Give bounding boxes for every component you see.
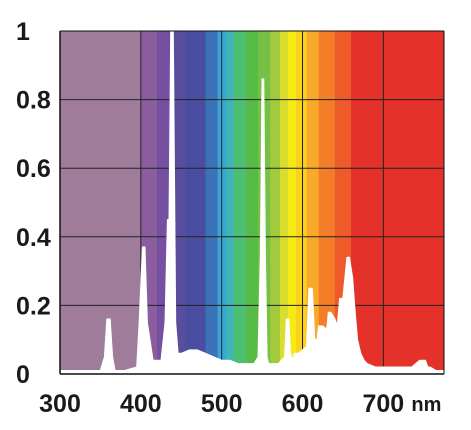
x-tick-label: 500: [201, 390, 243, 418]
x-unit-label: nm: [411, 394, 441, 416]
y-tick-label: 1: [16, 18, 30, 46]
spectrum-band-16: [318, 31, 336, 374]
axes: [59, 30, 445, 375]
x-tick-label: 600: [282, 390, 324, 418]
spectrum-band-4: [185, 31, 207, 374]
y-tick-label: 0.8: [16, 87, 51, 115]
spectrum-band-11: [270, 31, 281, 374]
series-area-0: [59, 30, 445, 375]
emission-series: [59, 30, 445, 375]
spectrum-band-12: [279, 31, 289, 374]
y-tick-label: 0: [16, 361, 30, 389]
spectrum-band-18: [351, 31, 445, 374]
y-tick-label: 0.2: [16, 292, 51, 320]
x-tick-labels: 300 400 500 600 700: [39, 390, 404, 418]
spectrum-band-5: [205, 31, 219, 374]
spectrum-band-9: [245, 31, 259, 374]
y-tick-labels: 0 0.2 0.4 0.6 0.8 1: [16, 18, 51, 389]
x-tick-label: 700: [363, 390, 405, 418]
spectrum-background: [60, 31, 445, 374]
y-tick-label: 0.4: [16, 224, 51, 252]
spectrum-band-8: [233, 31, 247, 374]
x-tick-label: 400: [120, 390, 162, 418]
y-tick-label: 0.6: [16, 155, 51, 183]
spectrum-band-7: [225, 31, 235, 374]
spectrum-band-13: [287, 31, 297, 374]
x-tick-label: 300: [39, 390, 81, 418]
spectrum-band-0: [60, 31, 142, 374]
spectrum-band-14: [296, 31, 308, 374]
spectrum-band-3: [173, 31, 186, 374]
